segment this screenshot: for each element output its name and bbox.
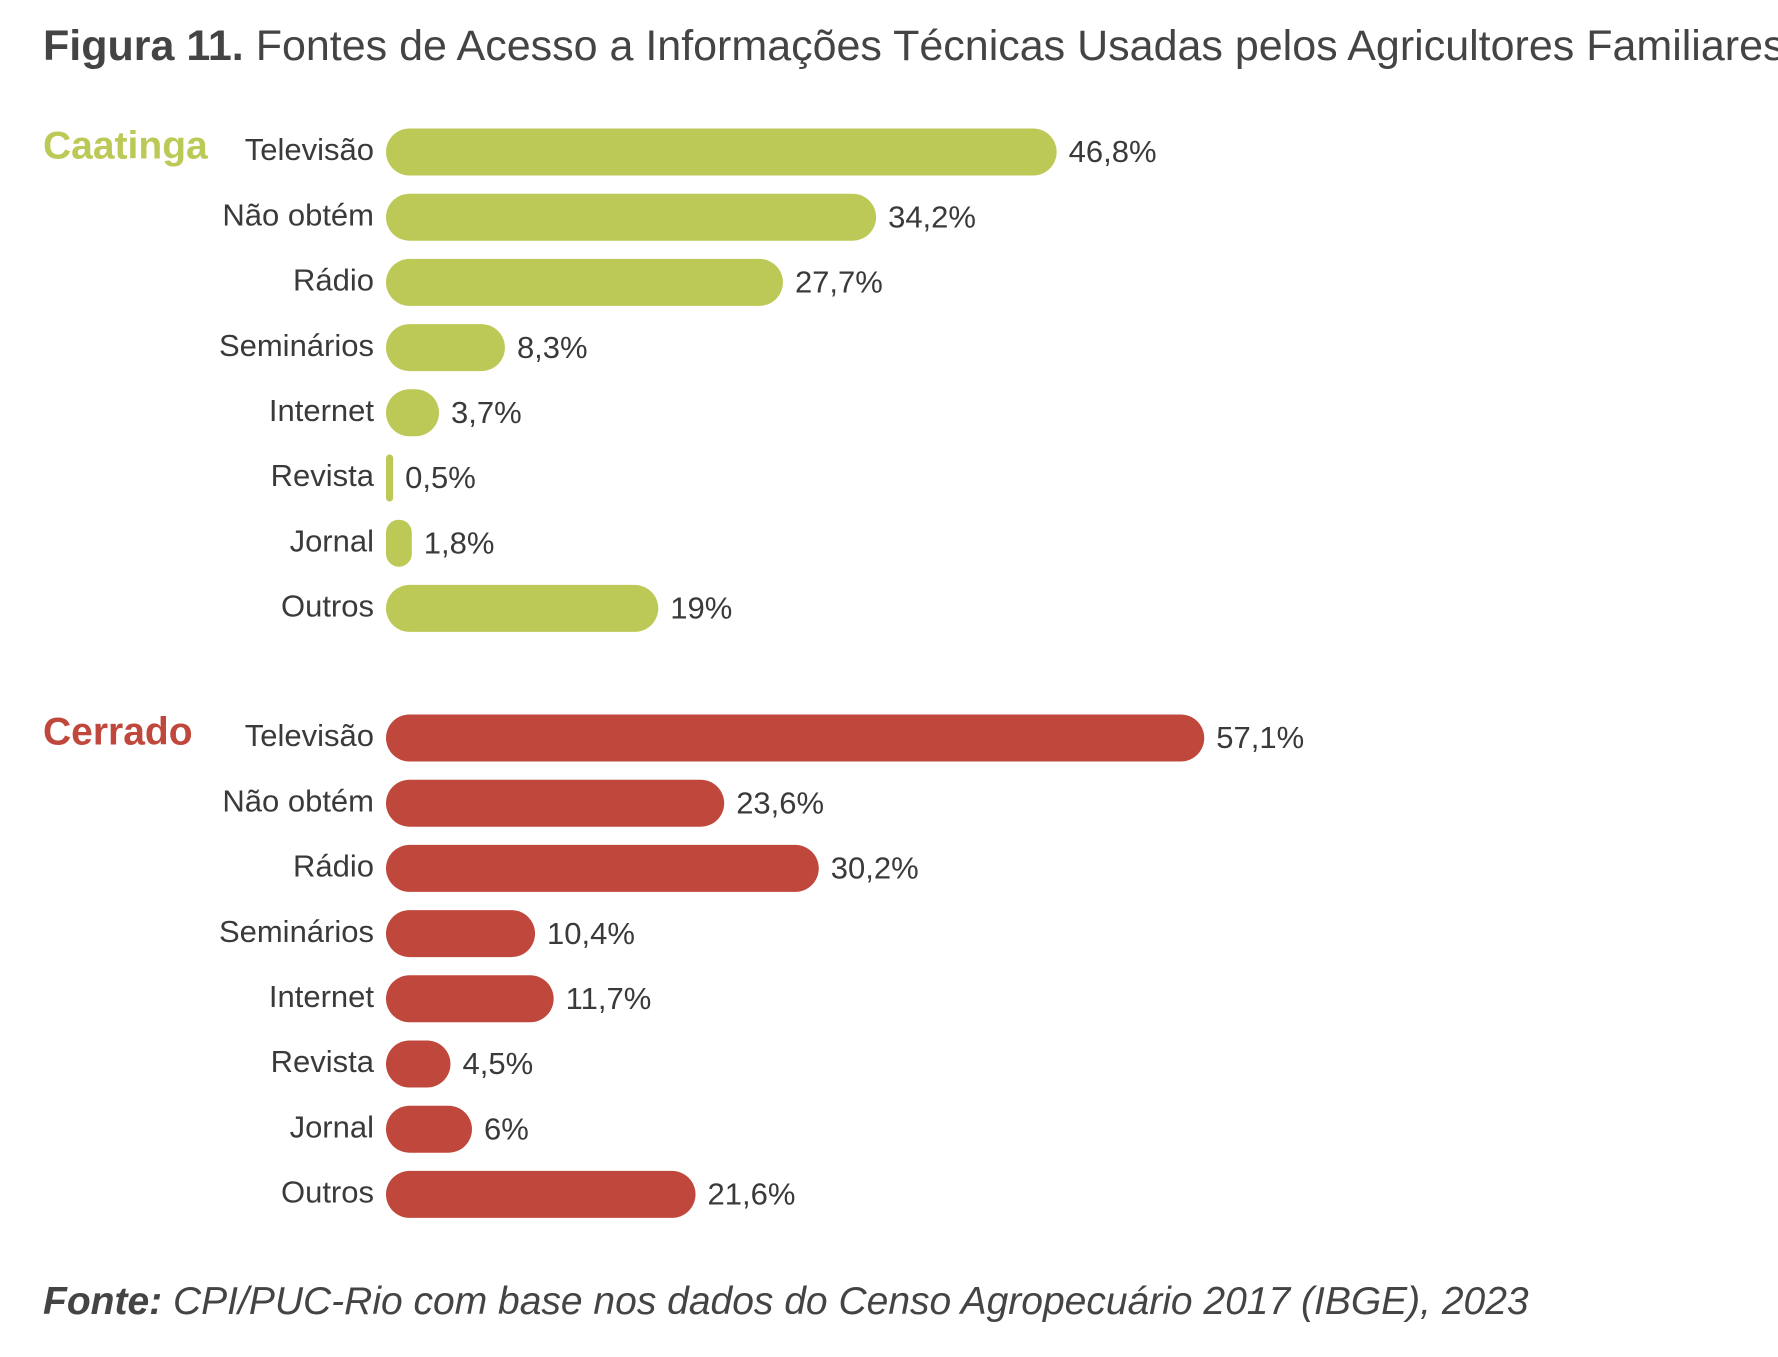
category-label: Outros bbox=[281, 589, 374, 624]
category-label: Televisão bbox=[245, 718, 374, 753]
bar-cerrado bbox=[386, 714, 1205, 762]
bar-cerrado bbox=[386, 910, 536, 958]
value-label: 34,2% bbox=[888, 199, 976, 234]
category-label: Não obtém bbox=[222, 783, 374, 818]
bar-caatinga bbox=[386, 324, 505, 372]
bar-cerrado bbox=[386, 1105, 472, 1153]
value-label: 57,1% bbox=[1216, 720, 1304, 755]
category-label: Não obtém bbox=[222, 197, 374, 232]
bar-caatinga bbox=[386, 519, 412, 567]
value-label: 0,5% bbox=[405, 460, 476, 495]
source-label: Fonte: bbox=[43, 1280, 163, 1323]
value-label: 4,5% bbox=[462, 1046, 533, 1081]
bar-cerrado bbox=[386, 844, 819, 892]
value-label: 3,7% bbox=[451, 395, 522, 430]
category-label: Televisão bbox=[245, 132, 374, 167]
value-label: 19% bbox=[670, 591, 732, 626]
category-label: Revista bbox=[271, 1044, 375, 1079]
bar-caatinga bbox=[386, 584, 659, 632]
category-label: Revista bbox=[271, 458, 375, 493]
value-label: 27,7% bbox=[795, 265, 883, 300]
value-label: 10,4% bbox=[547, 916, 635, 951]
bar-cerrado bbox=[386, 1170, 696, 1218]
value-label: 6% bbox=[484, 1111, 529, 1146]
value-label: 8,3% bbox=[517, 330, 588, 365]
category-label: Internet bbox=[269, 979, 375, 1014]
bar-caatinga bbox=[386, 193, 877, 241]
value-label: 21,6% bbox=[708, 1177, 796, 1212]
value-label: 11,7% bbox=[566, 981, 652, 1016]
category-label: Seminários bbox=[219, 914, 374, 949]
bar-caatinga bbox=[386, 454, 394, 502]
bar-cerrado bbox=[386, 1040, 451, 1088]
group-label-cerrado: Cerrado bbox=[43, 710, 193, 753]
category-label: Seminários bbox=[219, 328, 374, 363]
category-label: Internet bbox=[269, 393, 375, 428]
value-label: 1,8% bbox=[424, 525, 495, 560]
bar-cerrado bbox=[386, 779, 725, 827]
bar-cerrado bbox=[386, 975, 554, 1023]
value-label: 46,8% bbox=[1069, 134, 1157, 169]
source-note: Fonte: CPI/PUC-Rio com base nos dados do… bbox=[43, 1280, 1529, 1324]
source-text: CPI/PUC-Rio com base nos dados do Censo … bbox=[172, 1280, 1529, 1323]
category-label: Jornal bbox=[290, 523, 374, 558]
value-label: 23,6% bbox=[736, 785, 824, 820]
figure-number: Figura 11. bbox=[43, 22, 244, 70]
figure-title-text: Fontes de Acesso a Informações Técnicas … bbox=[255, 22, 1778, 70]
chart-title: Figura 11. Fontes de Acesso a Informaçõe… bbox=[43, 22, 1778, 71]
bar-caatinga bbox=[386, 389, 440, 437]
value-label: 30,2% bbox=[831, 851, 919, 886]
group-label-caatinga: Caatinga bbox=[43, 124, 208, 167]
bar-caatinga bbox=[386, 258, 783, 306]
category-label: Outros bbox=[281, 1175, 374, 1210]
category-label: Rádio bbox=[293, 849, 374, 884]
category-label: Rádio bbox=[293, 263, 374, 298]
bar-caatinga bbox=[386, 128, 1057, 176]
category-label: Jornal bbox=[290, 1109, 374, 1144]
